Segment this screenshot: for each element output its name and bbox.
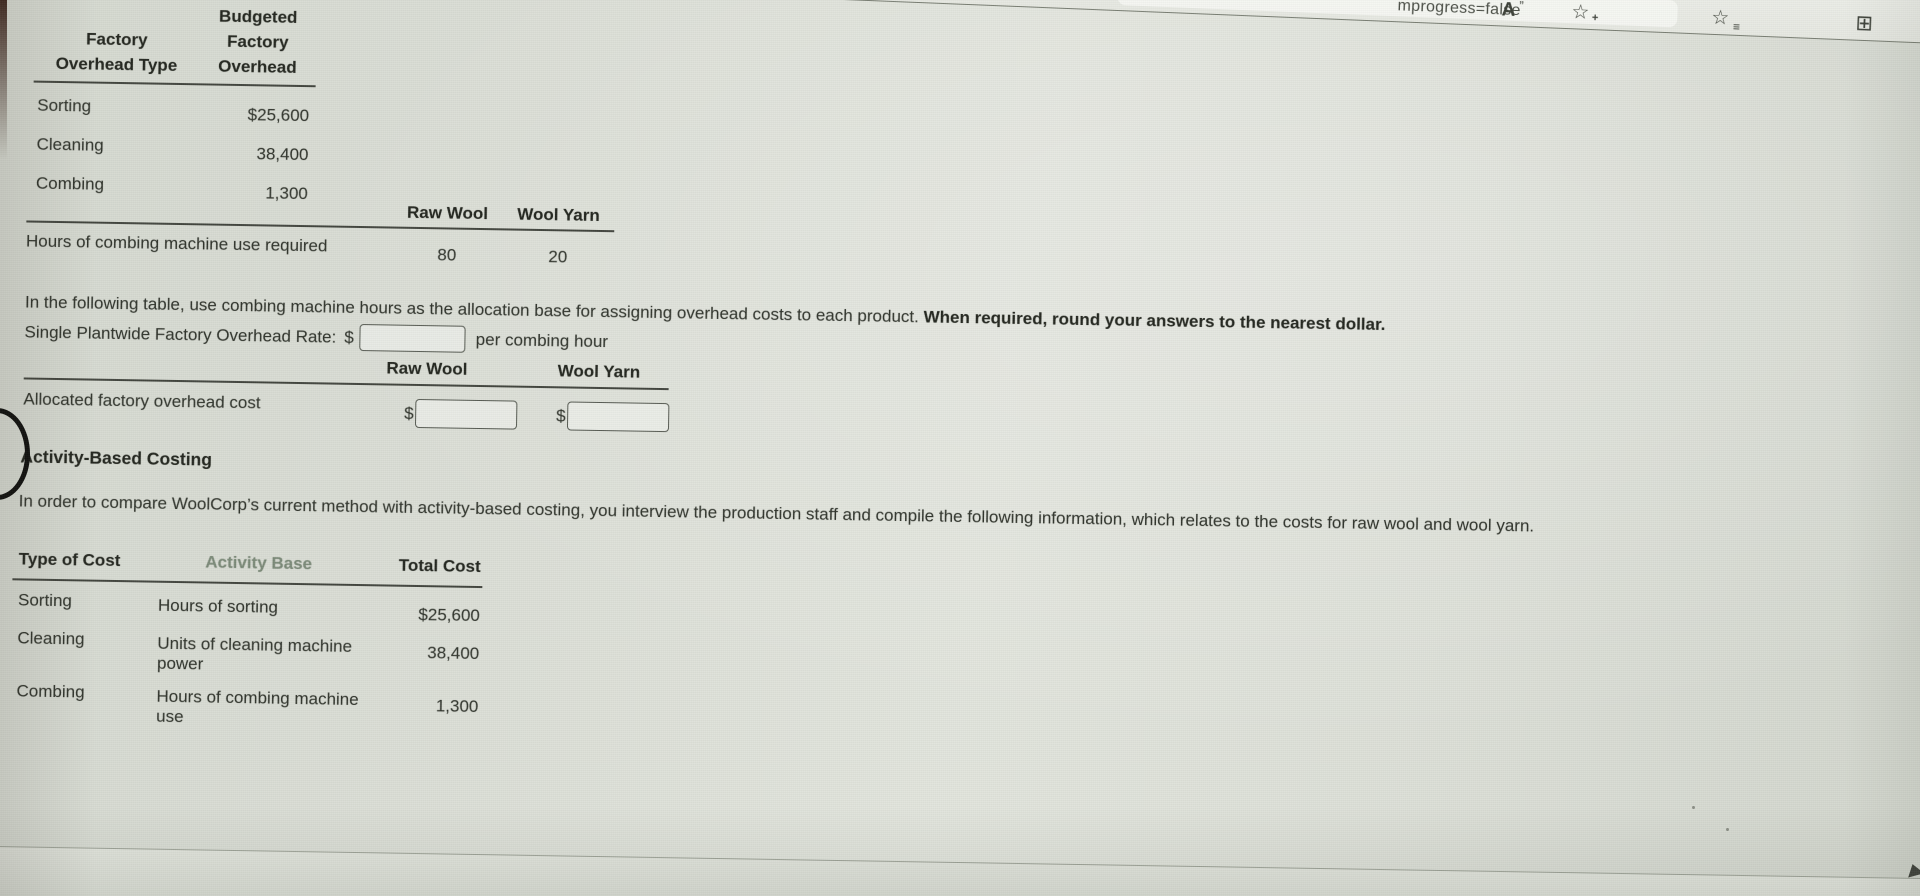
row-label: Hours of combing machine use required [25, 231, 328, 256]
total-cost-cell: 38,400 [427, 643, 480, 664]
raw-wool-overhead-input[interactable] [415, 398, 518, 430]
cost-type-cell: Sorting [37, 95, 92, 116]
table-header-row: Raw Wool Wool Yarn [23, 352, 670, 391]
table-row: Cleaning 38,400 [32, 135, 314, 166]
amount-cell: 38,400 [256, 144, 309, 165]
activity-base-header: Activity Base [205, 552, 313, 574]
activity-cost-table: Type of Cost Activity Base Total Cost So… [10, 549, 483, 732]
raw-wool-header: Raw Wool [386, 358, 468, 379]
add-favorites-icon[interactable]: ☆ + [1571, 1, 1599, 25]
raw-wool-allocated-cell: $ [404, 393, 518, 430]
table-row: Cleaning Units of cleaning machine power… [11, 628, 482, 679]
raw-wool-header: Raw Wool [406, 202, 489, 224]
amount-cell: $25,600 [247, 105, 310, 126]
read-aloud-icon[interactable]: A” [1501, 0, 1524, 21]
dollar-sign: $ [556, 405, 566, 425]
dust-speck [1726, 828, 1729, 831]
photo-edge-strip [0, 0, 7, 160]
activity-base-cell: Units of cleaning machine power [156, 633, 353, 674]
dust-speck [1692, 806, 1695, 809]
wool-yarn-hours-value: 20 [548, 247, 568, 267]
cost-type-cell: Cleaning [17, 628, 85, 649]
table-row: Sorting Hours of sorting $25,600 [12, 590, 482, 626]
cost-type-cell: Combing [16, 681, 85, 702]
budgeted-overhead-table: Factory Overhead Type Budgeted Factory O… [32, 0, 317, 205]
total-cost-cell: $25,600 [418, 605, 481, 626]
raw-wool-hours-value: 80 [437, 245, 457, 265]
wool-yarn-overhead-input[interactable] [567, 401, 670, 433]
type-of-cost-header: Type of Cost [18, 549, 121, 571]
table-row: Sorting $25,600 [33, 96, 315, 127]
favorites-icon[interactable]: ☆ ≡ [1710, 6, 1741, 34]
rounding-instruction: When required, round your answers to the… [923, 307, 1386, 335]
row-label: Allocated factory overhead cost [23, 389, 261, 413]
activity-base-cell: Hours of sorting [157, 595, 279, 617]
combing-hours-table: Raw Wool Wool Yarn Hours of combing mach… [26, 196, 615, 268]
lower-divider [0, 845, 1920, 896]
cost-type-cell: Sorting [17, 590, 73, 611]
activity-base-cell: Hours of combing machine use [155, 686, 359, 727]
table-row: Combing Hours of combing machine use 1,3… [10, 681, 481, 732]
total-cost-cell: 1,300 [435, 696, 479, 717]
table-header-row: Factory Overhead Type Budgeted Factory O… [33, 0, 317, 88]
plantwide-rate-input[interactable] [359, 324, 466, 353]
total-cost-header: Total Cost [398, 555, 481, 577]
wool-yarn-header: Wool Yarn [517, 204, 600, 225]
wool-yarn-allocated-cell: $ [556, 395, 670, 433]
dollar-sign: $ [344, 327, 354, 347]
table-row: Allocated factory overhead cost $ $ [23, 386, 670, 433]
per-combing-hour-label: per combing hour [475, 329, 609, 351]
table-header-row: Type of Cost Activity Base Total Cost [12, 549, 483, 589]
collections-icon[interactable]: ⊞ [1854, 11, 1874, 36]
abc-paragraph: In order to compare WoolCorp’s current m… [18, 491, 1535, 536]
table-header-row: Raw Wool Wool Yarn [26, 196, 615, 233]
activity-based-costing-heading: Activity-Based Costing [20, 446, 213, 470]
plantwide-rate-label: Single Plantwide Factory Overhead Rate: [24, 321, 337, 347]
cost-type-cell: Cleaning [36, 134, 104, 155]
budgeted-factory-overhead-header: Budgeted Factory Overhead [218, 6, 298, 77]
plantwide-rate-row: Single Plantwide Factory Overhead Rate: … [24, 318, 608, 355]
dollar-sign: $ [404, 403, 414, 423]
allocation-table: Raw Wool Wool Yarn Allocated factory ove… [23, 352, 670, 433]
factory-overhead-type-header: Factory Overhead Type [55, 29, 178, 75]
table-row: Hours of combing machine use required 80… [26, 231, 614, 268]
wool-yarn-header: Wool Yarn [557, 361, 641, 382]
